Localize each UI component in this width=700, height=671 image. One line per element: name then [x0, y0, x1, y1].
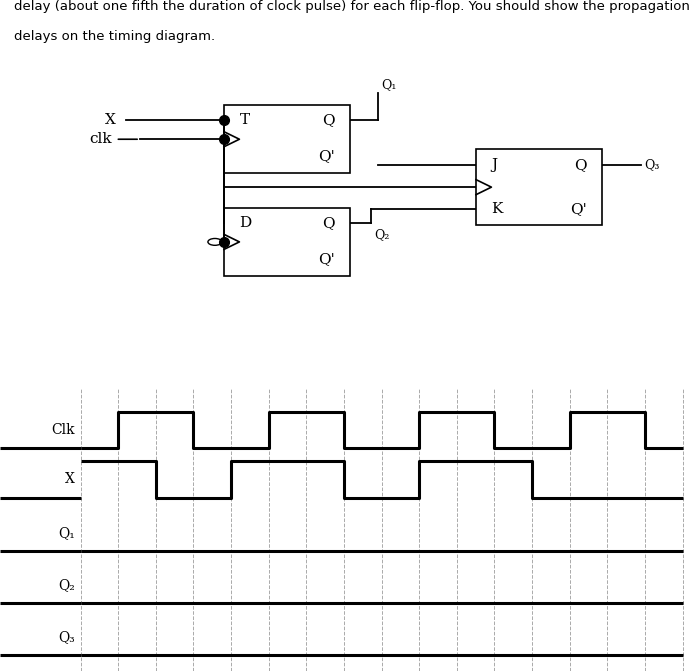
- Text: D: D: [239, 216, 252, 230]
- Text: Q₂: Q₂: [374, 228, 390, 241]
- Text: Q': Q': [318, 150, 335, 163]
- Bar: [476, 150, 602, 225]
- Bar: [224, 208, 350, 276]
- Circle shape: [208, 238, 222, 246]
- Text: delay (about one fifth the duration of clock pulse) for each flip-flop. You shou: delay (about one fifth the duration of c…: [14, 0, 690, 13]
- Text: Q₂: Q₂: [58, 578, 75, 592]
- Text: T: T: [239, 113, 249, 127]
- Text: Q: Q: [574, 158, 587, 172]
- Text: clk: clk: [90, 132, 112, 146]
- Text: Clk: Clk: [51, 423, 75, 437]
- Text: delays on the timing diagram.: delays on the timing diagram.: [14, 30, 215, 42]
- Text: Q₁: Q₁: [382, 79, 397, 91]
- Text: Q: Q: [322, 216, 335, 230]
- Text: Q': Q': [570, 203, 587, 216]
- Text: Q₃: Q₃: [644, 158, 659, 171]
- Text: J: J: [491, 158, 498, 172]
- Bar: [224, 105, 350, 174]
- Text: Q': Q': [318, 252, 335, 266]
- Text: K: K: [491, 203, 503, 216]
- Text: Q: Q: [322, 113, 335, 127]
- Text: Q₁: Q₁: [58, 526, 75, 540]
- Text: X: X: [104, 113, 116, 127]
- Text: Q₃: Q₃: [58, 630, 75, 644]
- Text: X: X: [65, 472, 75, 486]
